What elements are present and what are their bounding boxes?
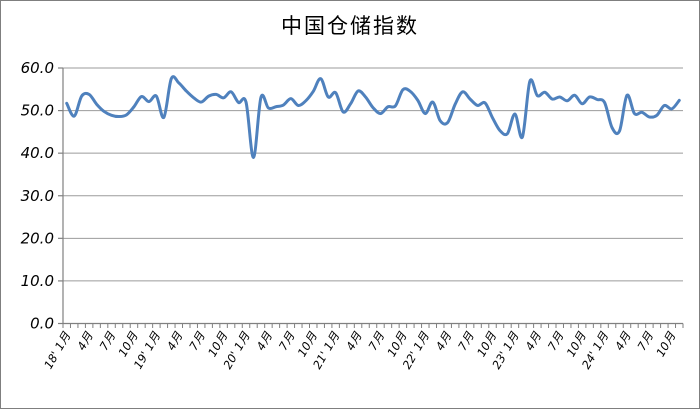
y-axis-label: 20.0 [21,229,54,247]
y-axis-label: 30.0 [21,187,54,205]
x-axis-label: 4月 [164,329,186,353]
y-axis-label: 60.0 [21,59,54,77]
x-axis-label: 4月 [74,329,96,353]
y-axis-label: 50.0 [21,102,54,120]
x-axis-label: 7月 [455,329,477,353]
y-axis-label: 10.0 [21,272,54,290]
x-axis-label: 7月 [97,329,119,353]
x-axis-label: 10月 [653,329,678,359]
x-axis-label: 4月 [522,329,544,353]
x-axis-label: 7月 [634,329,656,353]
index-series-line [65,75,681,159]
y-axis-label: 0.0 [30,315,54,333]
x-axis-label: 4月 [612,329,634,353]
chart-title: 中国仓储指数 [281,14,419,38]
x-axis-label: 4月 [433,329,455,353]
x-axis-label: 18' 1月 [41,329,74,371]
x-axis-label: 7月 [545,329,567,353]
x-axis-label: 7月 [186,329,208,353]
x-axis-label: 4月 [253,329,275,353]
x-axis-label: 7月 [366,329,388,353]
y-axis-label: 40.0 [21,144,54,162]
x-axis-label: 4月 [343,329,365,353]
x-axis-label: 7月 [276,329,298,353]
